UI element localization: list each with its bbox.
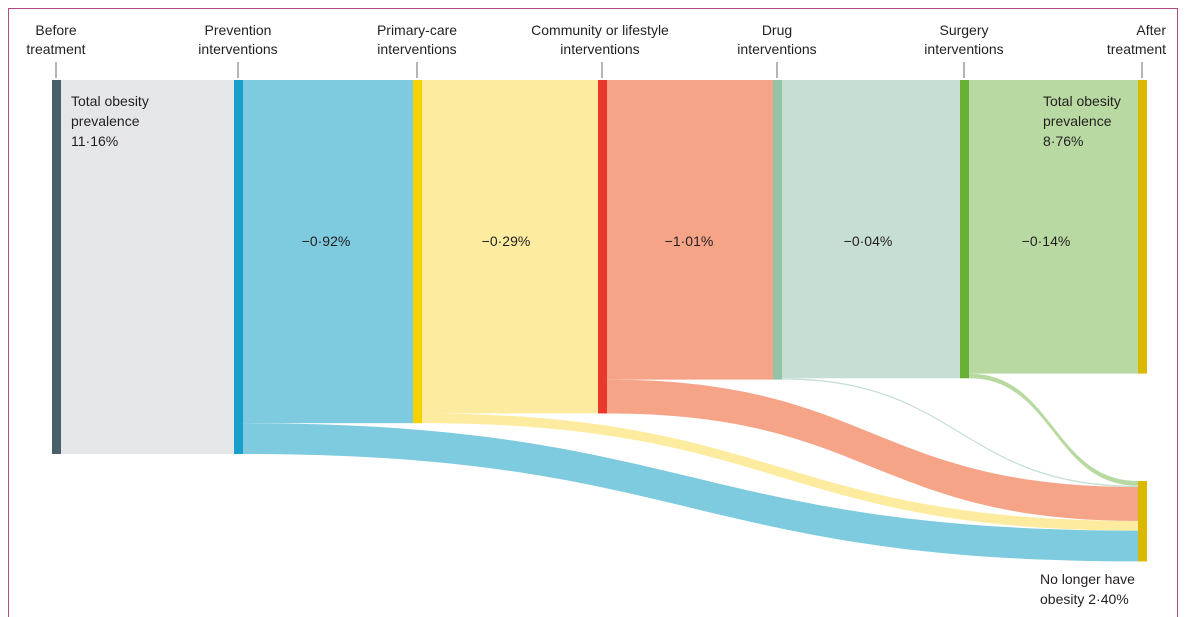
no-longer-label-line1: No longer have	[1040, 571, 1135, 587]
node-primary-care	[413, 80, 422, 424]
reduction-community: −1·01%	[665, 233, 714, 249]
reduction-primary-care: −0·29%	[482, 233, 531, 249]
header-before-line1: Before	[35, 22, 76, 38]
figure-frame	[8, 8, 1178, 617]
node-after-treatment	[1138, 80, 1147, 374]
node-before-treatment	[52, 80, 61, 454]
before-label-line2: prevalence	[71, 113, 140, 129]
exit-flow-prevention	[243, 423, 1138, 562]
band-drug	[782, 80, 960, 379]
stage-headers: Before treatment Prevention intervention…	[26, 22, 1166, 57]
band-surgery	[969, 80, 1138, 374]
header-drug-line1: Drug	[762, 22, 792, 38]
reduction-prevention: −0·92%	[302, 233, 351, 249]
no-longer-label-line2: obesity 2·40%	[1040, 591, 1129, 607]
band-prevention	[243, 80, 413, 424]
retained-flows	[61, 80, 1138, 454]
exit-flow-drug	[782, 378, 1138, 488]
reduction-surgery: −0·14%	[1022, 233, 1071, 249]
reduction-labels: −0·92% −0·29% −1·01% −0·04% −0·14%	[302, 233, 1071, 249]
node-community-lifestyle	[598, 80, 607, 414]
band-community	[607, 80, 773, 380]
header-after-line2: treatment	[1107, 41, 1166, 57]
header-primary-care-line1: Primary-care	[377, 22, 457, 38]
exit-flows	[243, 373, 1138, 562]
node-prevention	[234, 80, 243, 454]
reduction-drug: −0·04%	[844, 233, 893, 249]
after-label-line1: Total obesity	[1043, 93, 1121, 109]
before-label-value: 11·16%	[71, 133, 118, 149]
exit-flow-surgery	[969, 373, 1138, 486]
node-no-longer-obese	[1138, 481, 1147, 562]
after-label-value: 8·76%	[1043, 133, 1083, 149]
exit-flow-primary-care	[422, 413, 1138, 531]
band-before	[61, 80, 234, 454]
node-drug	[773, 80, 782, 380]
header-surgery-line1: Surgery	[939, 22, 988, 38]
header-community-line2: interventions	[560, 41, 639, 57]
header-primary-care-line2: interventions	[377, 41, 456, 57]
after-label-line2: prevalence	[1043, 113, 1112, 129]
header-community-line1: Community or lifestyle	[531, 22, 669, 38]
header-ticks	[55, 62, 1143, 78]
band-primary-care	[422, 80, 598, 414]
header-surgery-line2: interventions	[924, 41, 1003, 57]
header-prevention-line1: Prevention	[205, 22, 272, 38]
before-label-line1: Total obesity	[71, 93, 149, 109]
node-surgery	[960, 80, 969, 379]
header-before-line2: treatment	[26, 41, 85, 57]
header-after-line1: After	[1136, 22, 1166, 38]
header-drug-line2: interventions	[737, 41, 816, 57]
header-prevention-line2: interventions	[198, 41, 277, 57]
stage-nodes	[52, 80, 1147, 562]
node-labels: Total obesity prevalence 11·16% Total ob…	[71, 93, 1135, 607]
exit-flow-community	[607, 379, 1138, 521]
